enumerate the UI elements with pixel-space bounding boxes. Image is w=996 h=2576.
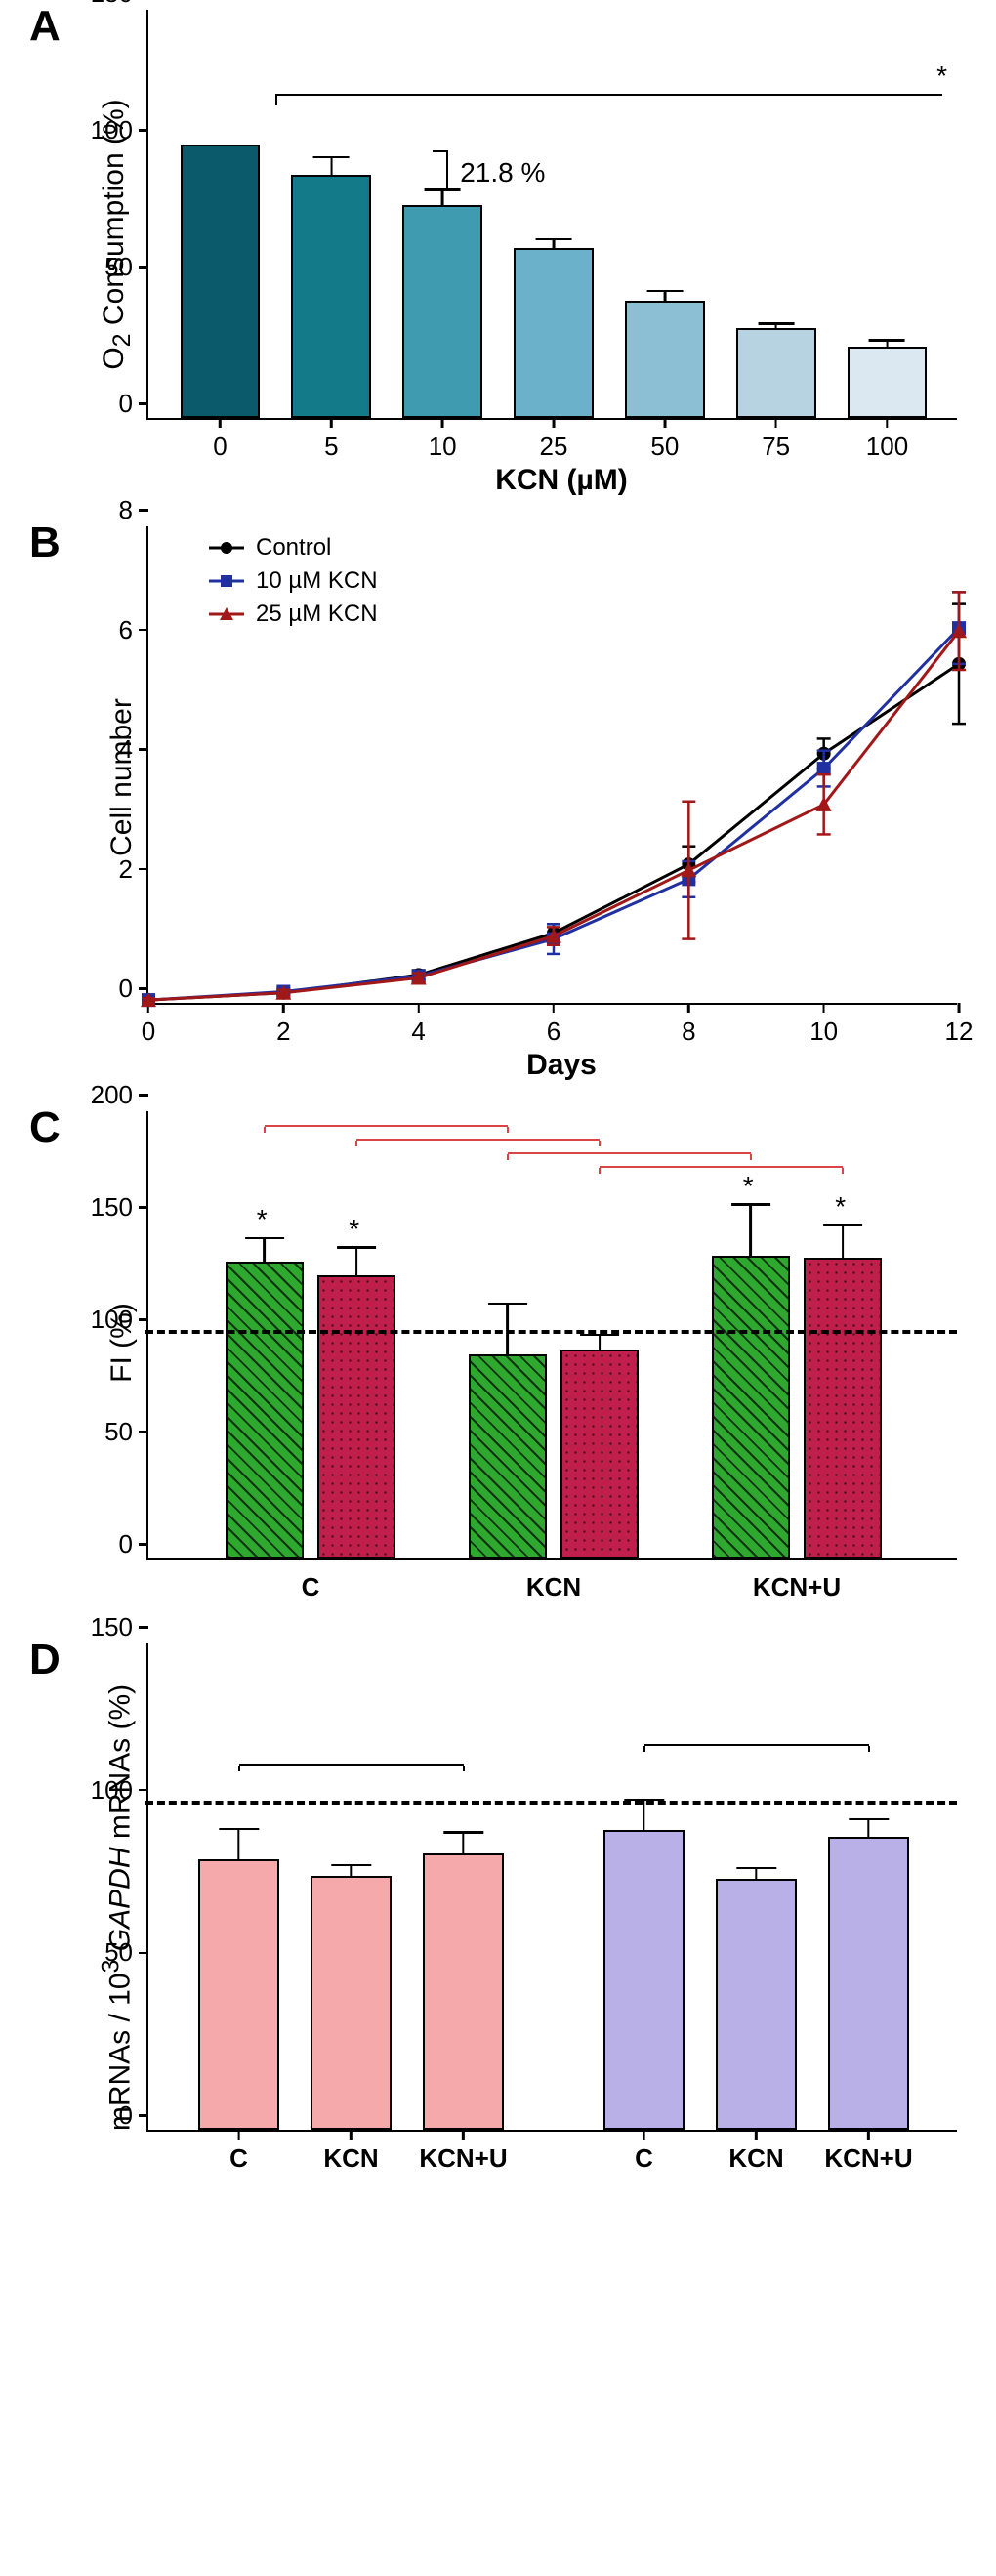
y-tick-label: 100 <box>91 115 133 145</box>
legend-item: 25 µM KCN <box>207 601 378 628</box>
x-tick-label: KCN+U <box>824 2143 912 2174</box>
sig-text: 21.8 % <box>460 157 545 188</box>
panel-B-label: B <box>29 519 61 567</box>
x-tick-label: KCN <box>728 2143 783 2174</box>
y-tick-label: 150 <box>91 1192 133 1223</box>
panelA-xlabel: KCN (µM) <box>146 464 976 497</box>
x-tick-label: KCN+U <box>419 2143 507 2174</box>
x-tick-label: 10 <box>809 1017 838 1047</box>
x-tick-label: C <box>635 2143 653 2174</box>
figure-multipanel: A O2 Consumption (%) 0501001500510255075… <box>0 0 996 2224</box>
sig-star: * <box>835 1191 846 1223</box>
panel-A-label: A <box>29 2 61 51</box>
bar <box>804 1258 882 1558</box>
panel-C: C FI (%) 050100150200C**KCNKCN+U** <box>20 1111 976 1614</box>
y-tick-label: 0 <box>119 2100 133 2131</box>
legend-item: 10 µM KCN <box>207 567 378 595</box>
y-tick-label: 200 <box>91 1080 133 1110</box>
x-tick-label: 50 <box>650 432 679 462</box>
x-tick-label: 10 <box>429 432 457 462</box>
panel-B: B Cell number 02468024681012Control10 µM… <box>20 526 976 1082</box>
y-tick-label: 0 <box>119 1529 133 1559</box>
bar <box>603 1830 685 2130</box>
y-tick-label: 50 <box>104 1417 133 1447</box>
panel-C-label: C <box>29 1103 61 1152</box>
sig-star: * <box>349 1214 359 1245</box>
bar <box>514 248 594 418</box>
x-tick-label: 100 <box>866 432 908 462</box>
panel-D-label: D <box>29 1636 61 1684</box>
bar <box>736 328 816 418</box>
y-tick-label: 50 <box>104 1937 133 1968</box>
panelB-chart: 02468024681012Control10 µM KCN25 µM KCN <box>146 526 957 1005</box>
bar <box>423 1853 504 2130</box>
sig-star: * <box>257 1204 268 1235</box>
x-tick-label: 5 <box>324 432 338 462</box>
legend-label: Control <box>256 534 331 561</box>
bar <box>828 1837 909 2130</box>
x-tick-label: 6 <box>547 1017 560 1047</box>
x-tick-label: C <box>302 1572 320 1602</box>
y-tick-label: 6 <box>119 615 133 645</box>
panelB-xlabel: Days <box>146 1049 976 1082</box>
sig-star: * <box>743 1171 754 1202</box>
x-tick-label: 12 <box>945 1017 974 1047</box>
bar <box>625 301 705 418</box>
legend-label: 10 µM KCN <box>256 567 378 595</box>
bar <box>469 1354 547 1558</box>
bar <box>317 1275 395 1558</box>
x-tick-label: 2 <box>276 1017 290 1047</box>
y-tick-label: 150 <box>91 1612 133 1642</box>
x-tick-label: KCN <box>526 1572 581 1602</box>
legend-item: Control <box>207 534 378 561</box>
x-tick-label: 4 <box>411 1017 425 1047</box>
y-tick-label: 50 <box>104 252 133 282</box>
x-tick-label: 25 <box>540 432 568 462</box>
panel-D: D mRNAs / 103 GAPDH mRNAs (%) 050100150C… <box>20 1643 976 2185</box>
x-tick-label: C <box>229 2143 248 2174</box>
panelA-ylabel: O2 Consumption (%) <box>98 49 137 420</box>
x-tick-label: 0 <box>213 432 227 462</box>
panelD-ylabel: mRNAs / 103 GAPDH mRNAs (%) <box>98 1679 138 2138</box>
bar <box>712 1256 790 1559</box>
bar <box>198 1859 279 2130</box>
x-tick-label: KCN+U <box>753 1572 841 1602</box>
x-tick-label: 75 <box>762 432 790 462</box>
y-tick-label: 150 <box>91 0 133 9</box>
y-tick-label: 4 <box>119 734 133 765</box>
bar <box>716 1879 797 2130</box>
panel-A: A O2 Consumption (%) 0501001500510255075… <box>20 10 976 497</box>
y-tick-label: 100 <box>91 1775 133 1806</box>
panelD-chart: 050100150CKCNKCN+UCKCNKCN+U <box>146 1643 957 2132</box>
x-tick-label: KCN <box>323 2143 378 2174</box>
bar <box>311 1876 392 2130</box>
sig-star: * <box>936 61 947 92</box>
bar <box>848 347 928 418</box>
panelA-chart: 0501001500510255075100*21.8 % <box>146 10 957 420</box>
y-tick-label: 8 <box>119 495 133 525</box>
bar <box>560 1350 639 1558</box>
legend-label: 25 µM KCN <box>256 601 378 628</box>
bar <box>402 205 482 418</box>
y-tick-label: 0 <box>119 974 133 1004</box>
y-tick-label: 100 <box>91 1305 133 1335</box>
y-tick-label: 0 <box>119 389 133 419</box>
legend: Control 10 µM KCN 25 µM KCN <box>207 534 378 634</box>
bar <box>226 1262 304 1558</box>
bar <box>291 175 371 418</box>
panelC-chart: 050100150200C**KCNKCN+U** <box>146 1111 957 1560</box>
x-tick-label: 0 <box>142 1017 155 1047</box>
x-tick-label: 8 <box>682 1017 695 1047</box>
bar <box>181 145 261 418</box>
y-tick-label: 2 <box>119 854 133 885</box>
